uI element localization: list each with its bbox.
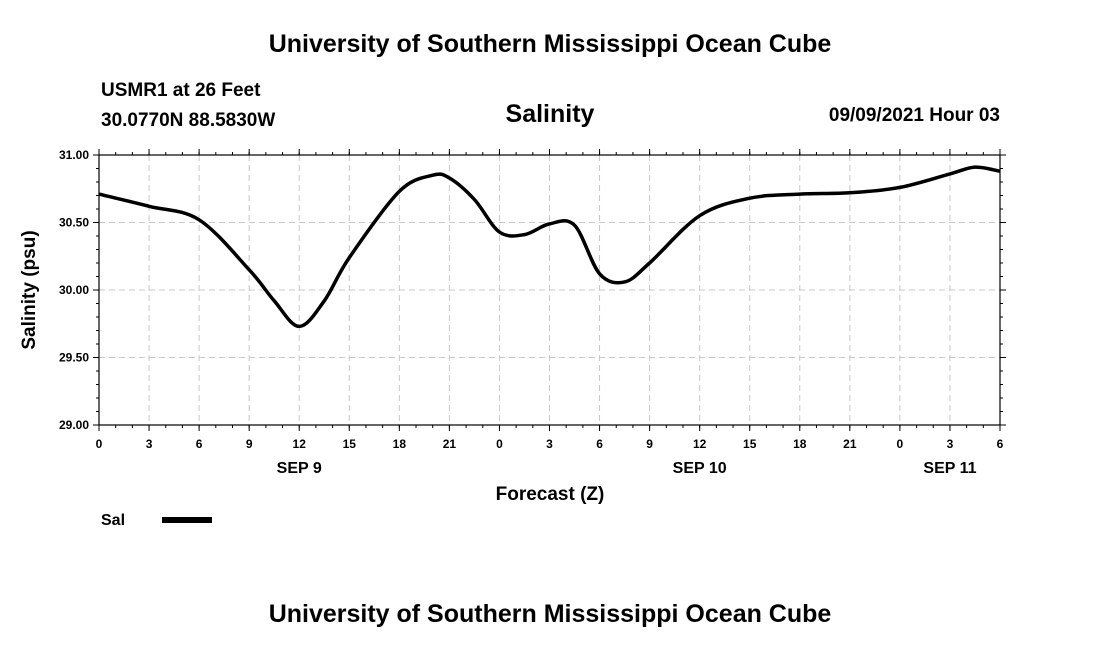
x-tick-label: 21 [443,437,457,451]
x-tick-labels: 0 3 6 9 12 15 18 21 0 3 6 9 12 15 18 21 0 3 6 [96,437,1004,451]
y-tick-label: 29.50 [59,351,89,365]
y-tick-label: 29.00 [59,418,89,432]
plot-frame [98,154,1001,426]
date-label: SEP 10 [673,460,727,477]
x-axis-label: Forecast (Z) [496,484,605,505]
y-axis-label: Salinity (psu) [19,230,40,349]
date-label: SEP 11 [923,460,976,477]
forecast-datetime: 09/09/2021 Hour 03 [828,105,1000,126]
grid-lines [99,155,1000,425]
x-tick-label: 3 [947,437,954,451]
y-tick-label: 30.00 [59,283,89,297]
legend-label: Sal [101,512,125,529]
x-tick-label: 15 [743,437,757,451]
date-label: SEP 9 [277,460,322,477]
x-tick-label: 15 [343,437,357,451]
x-tick-label: 12 [693,437,707,451]
y-tick-labels: 29.00 29.50 30.00 30.50 31.00 [59,148,89,432]
y-tick-label: 30.50 [59,216,89,230]
station-info: USMR1 at 26 Feet 30.0770N 88.5830W [101,76,275,136]
x-tick-label: 0 [96,437,103,451]
x-tick-label: 0 [897,437,904,451]
x-tick-label: 3 [146,437,153,451]
page-title: University of Southern Mississippi Ocean… [268,30,832,58]
chart-variable-title: Salinity [505,100,595,128]
x-tick-label: 0 [496,437,503,451]
x-tick-label: 9 [646,437,653,451]
x-tick-label: 21 [843,437,857,451]
footer-title: University of Southern Mississippi Ocean… [268,600,832,628]
y-tick-label: 31.00 [59,148,89,162]
x-tick-label: 6 [596,437,603,451]
x-tick-label: 9 [246,437,253,451]
station-name: USMR1 at 26 Feet [101,80,261,101]
x-tick-label: 6 [997,437,1004,451]
x-tick-label: 3 [546,437,553,451]
date-labels: SEP 9 SEP 10 SEP 11 [277,460,977,477]
x-tick-label: 18 [393,437,407,451]
legend: Sal [101,512,212,529]
station-coordinates: 30.0770N 88.5830W [101,110,276,131]
x-tick-label: 12 [293,437,307,451]
x-tick-label: 6 [196,437,203,451]
x-tick-label: 18 [793,437,807,451]
series-group [98,165,1001,329]
